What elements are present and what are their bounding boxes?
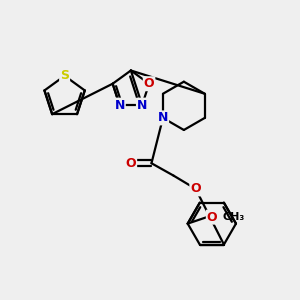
Text: N: N xyxy=(158,111,168,124)
Text: CH₃: CH₃ xyxy=(222,212,244,222)
Text: S: S xyxy=(60,69,69,82)
Text: O: O xyxy=(125,157,136,170)
Text: N: N xyxy=(114,99,125,112)
Text: O: O xyxy=(144,77,154,90)
Text: O: O xyxy=(190,182,201,195)
Text: O: O xyxy=(207,211,218,224)
Text: N: N xyxy=(137,99,147,112)
